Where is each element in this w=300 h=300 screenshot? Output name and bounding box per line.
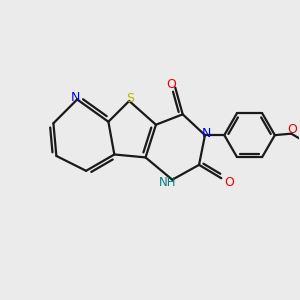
Text: N: N [202,127,211,140]
Text: O: O [224,176,234,189]
Text: O: O [287,123,297,136]
Text: S: S [126,92,134,105]
Text: N: N [71,92,80,104]
Text: O: O [167,77,176,91]
Text: NH: NH [159,176,177,189]
